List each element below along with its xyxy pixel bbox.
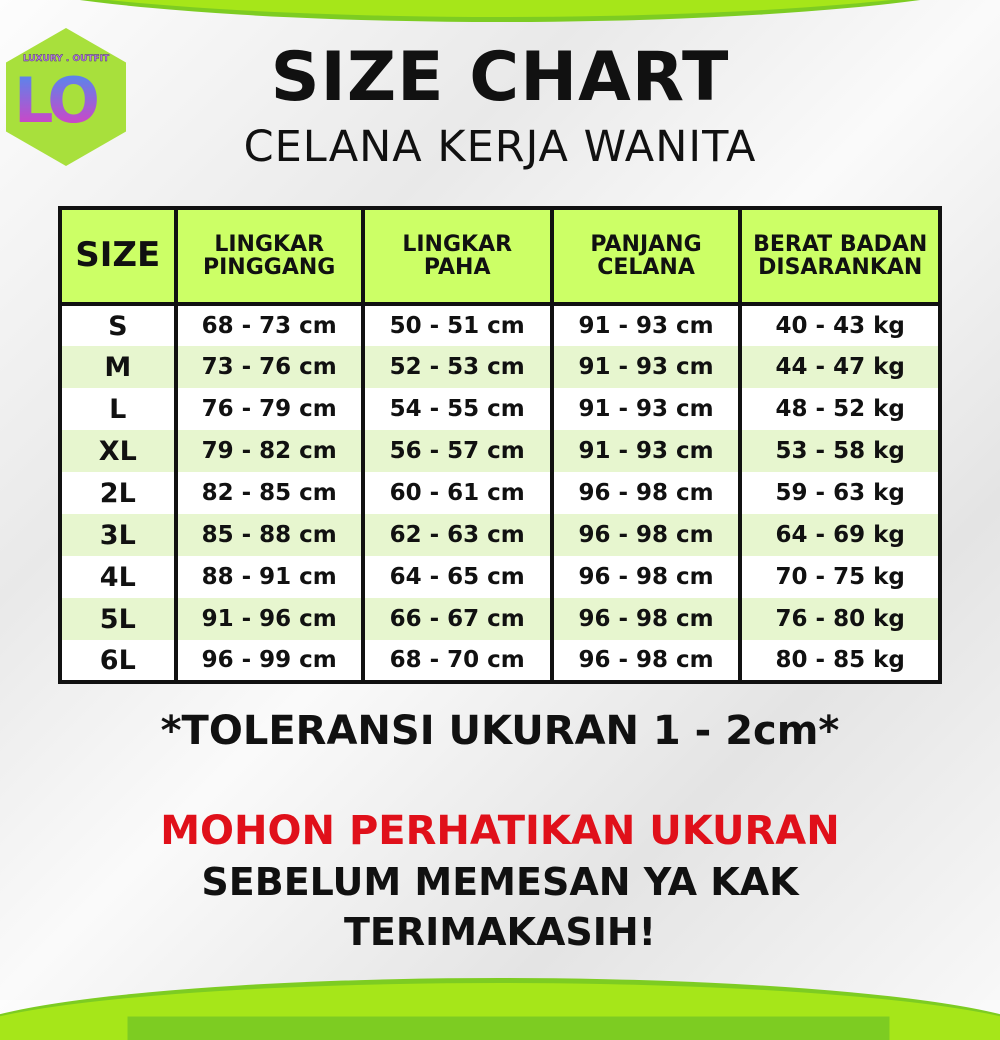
- measurement-cell: 60 - 61 cm: [360, 472, 554, 514]
- measurement-cell: 88 - 91 cm: [173, 556, 365, 598]
- measurement-cell: 96 - 98 cm: [549, 640, 743, 682]
- measurement-cell: 91 - 93 cm: [549, 346, 743, 388]
- measurement-cell: 66 - 67 cm: [360, 598, 554, 640]
- table-row: 5L 91 - 96 cm 66 - 67 cm 96 - 98 cm 76 - 80 …: [58, 598, 942, 640]
- page-title: SIZE CHART: [270, 38, 730, 117]
- notice-thanks: TERIMAKASIH!: [344, 910, 656, 954]
- brand-logo: LUXURY . OUTFIT LO: [6, 28, 126, 166]
- table-row: XL 79 - 82 cm 56 - 57 cm 91 - 93 cm 53 - 58 …: [58, 430, 942, 472]
- table-header-row: SIZE LINGKAR PINGGANG LINGKAR PAHA PANJANG CEL…: [58, 206, 942, 306]
- size-table: SIZE LINGKAR PINGGANG LINGKAR PAHA PANJANG CEL…: [58, 206, 942, 684]
- size-cell: 3L: [58, 514, 178, 556]
- column-header-line: CELANA: [597, 255, 695, 280]
- logo-cube: [6, 28, 126, 166]
- measurement-cell: 70 - 75 kg: [738, 556, 942, 598]
- measurement-cell: 79 - 82 cm: [173, 430, 365, 472]
- measurement-cell: 85 - 88 cm: [173, 514, 365, 556]
- column-header: SIZE: [58, 206, 178, 306]
- table-row: 4L 88 - 91 cm 64 - 65 cm 96 - 98 cm 70 - 75 …: [58, 556, 942, 598]
- top-wave-decoration: [0, 0, 1000, 22]
- notice-warning: MOHON PERHATIKAN UKURAN: [160, 808, 840, 854]
- measurement-cell: 52 - 53 cm: [360, 346, 554, 388]
- column-header-line: PAHA: [423, 255, 491, 280]
- column-header-line: BERAT BADAN: [753, 231, 928, 257]
- column-header: LINGKAR PAHA: [360, 206, 554, 306]
- table-row: 3L 85 - 88 cm 62 - 63 cm 96 - 98 cm 64 - 69 …: [58, 514, 942, 556]
- table-row: L 76 - 79 cm 54 - 55 cm 91 - 93 cm 48 - 52 k…: [58, 388, 942, 430]
- size-cell: S: [58, 304, 178, 346]
- measurement-cell: 96 - 99 cm: [173, 640, 365, 682]
- measurement-cell: 91 - 93 cm: [549, 430, 743, 472]
- measurement-cell: 91 - 93 cm: [549, 304, 743, 346]
- measurement-cell: 54 - 55 cm: [360, 388, 554, 430]
- table-row: M 73 - 76 cm 52 - 53 cm 91 - 93 cm 44 - 47 k…: [58, 346, 942, 388]
- logo-brand-text: LUXURY . OUTFIT: [22, 54, 110, 64]
- size-cell: 6L: [58, 640, 178, 682]
- measurement-cell: 56 - 57 cm: [360, 430, 554, 472]
- measurement-cell: 96 - 98 cm: [549, 556, 743, 598]
- column-header: LINGKAR PINGGANG: [173, 206, 365, 306]
- measurement-cell: 59 - 63 kg: [738, 472, 942, 514]
- measurement-cell: 53 - 58 kg: [738, 430, 942, 472]
- measurement-cell: 50 - 51 cm: [360, 304, 554, 346]
- measurement-cell: 64 - 69 kg: [738, 514, 942, 556]
- measurement-cell: 62 - 63 cm: [360, 514, 554, 556]
- size-cell: 4L: [58, 556, 178, 598]
- measurement-cell: 48 - 52 kg: [738, 388, 942, 430]
- measurement-cell: 96 - 98 cm: [549, 472, 743, 514]
- measurement-cell: 64 - 65 cm: [360, 556, 554, 598]
- column-header-line: LINGKAR: [402, 231, 513, 257]
- column-header: PANJANG CELANA: [549, 206, 743, 306]
- measurement-cell: 96 - 98 cm: [549, 514, 743, 556]
- measurement-cell: 91 - 93 cm: [549, 388, 743, 430]
- measurement-cell: 76 - 79 cm: [173, 388, 365, 430]
- notice-line-2: SEBELUM MEMESAN YA KAK: [201, 860, 799, 904]
- measurement-cell: 73 - 76 cm: [173, 346, 365, 388]
- measurement-cell: 82 - 85 cm: [173, 472, 365, 514]
- column-header-line: PINGGANG: [203, 255, 336, 280]
- measurement-cell: 40 - 43 kg: [738, 304, 942, 346]
- column-header-line: DISARANKAN: [758, 255, 923, 280]
- column-header-line: PANJANG: [590, 231, 702, 257]
- measurement-cell: 76 - 80 kg: [738, 598, 942, 640]
- logo-letters: LO: [14, 70, 124, 132]
- measurement-cell: 91 - 96 cm: [173, 598, 365, 640]
- column-header-line: LINGKAR: [214, 231, 325, 257]
- column-header: BERAT BADAN DISARANKAN: [738, 206, 942, 306]
- table-row: S 68 - 73 cm 50 - 51 cm 91 - 93 cm 40 - 43 k…: [58, 304, 942, 346]
- size-cell: M: [58, 346, 178, 388]
- measurement-cell: 44 - 47 kg: [738, 346, 942, 388]
- size-cell: XL: [58, 430, 178, 472]
- size-cell: 2L: [58, 472, 178, 514]
- size-cell: L: [58, 388, 178, 430]
- measurement-cell: 96 - 98 cm: [549, 598, 743, 640]
- bottom-wave-decoration: [0, 978, 1000, 1040]
- table-row: 2L 82 - 85 cm 60 - 61 cm 96 - 98 cm 59 - 63 …: [58, 472, 942, 514]
- table-row: 6L 96 - 99 cm 68 - 70 cm 96 - 98 cm 80 - 85 …: [58, 640, 942, 682]
- tolerance-note: *TOLERANSI UKURAN 1 - 2cm*: [160, 708, 840, 754]
- size-cell: 5L: [58, 598, 178, 640]
- measurement-cell: 68 - 70 cm: [360, 640, 554, 682]
- measurement-cell: 68 - 73 cm: [173, 304, 365, 346]
- page-subtitle: CELANA KERJA WANITA: [243, 122, 757, 172]
- measurement-cell: 80 - 85 kg: [738, 640, 942, 682]
